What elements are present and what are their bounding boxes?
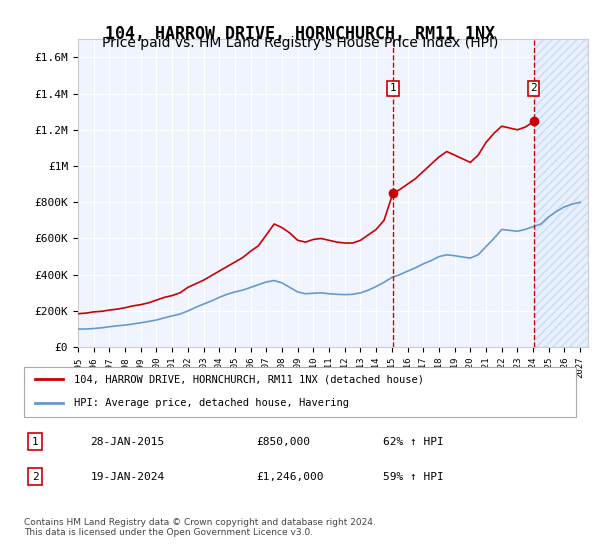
Text: 104, HARROW DRIVE, HORNCHURCH, RM11 1NX: 104, HARROW DRIVE, HORNCHURCH, RM11 1NX (105, 25, 495, 43)
Text: 1: 1 (389, 83, 397, 94)
Text: 62% ↑ HPI: 62% ↑ HPI (383, 437, 443, 447)
Text: 28-JAN-2015: 28-JAN-2015 (90, 437, 164, 447)
Text: Contains HM Land Registry data © Crown copyright and database right 2024.
This d: Contains HM Land Registry data © Crown c… (24, 518, 376, 538)
Text: 19-JAN-2024: 19-JAN-2024 (90, 472, 164, 482)
Text: 59% ↑ HPI: 59% ↑ HPI (383, 472, 443, 482)
Text: 104, HARROW DRIVE, HORNCHURCH, RM11 1NX (detached house): 104, HARROW DRIVE, HORNCHURCH, RM11 1NX … (74, 375, 424, 384)
Bar (534, 39, 588, 347)
Text: Price paid vs. HM Land Registry's House Price Index (HPI): Price paid vs. HM Land Registry's House … (102, 36, 498, 50)
Text: 1: 1 (32, 437, 38, 447)
Text: £850,000: £850,000 (256, 437, 310, 447)
Text: 2: 2 (32, 472, 38, 482)
Text: HPI: Average price, detached house, Havering: HPI: Average price, detached house, Have… (74, 398, 349, 408)
Text: £1,246,000: £1,246,000 (256, 472, 323, 482)
Text: 2: 2 (530, 83, 537, 94)
